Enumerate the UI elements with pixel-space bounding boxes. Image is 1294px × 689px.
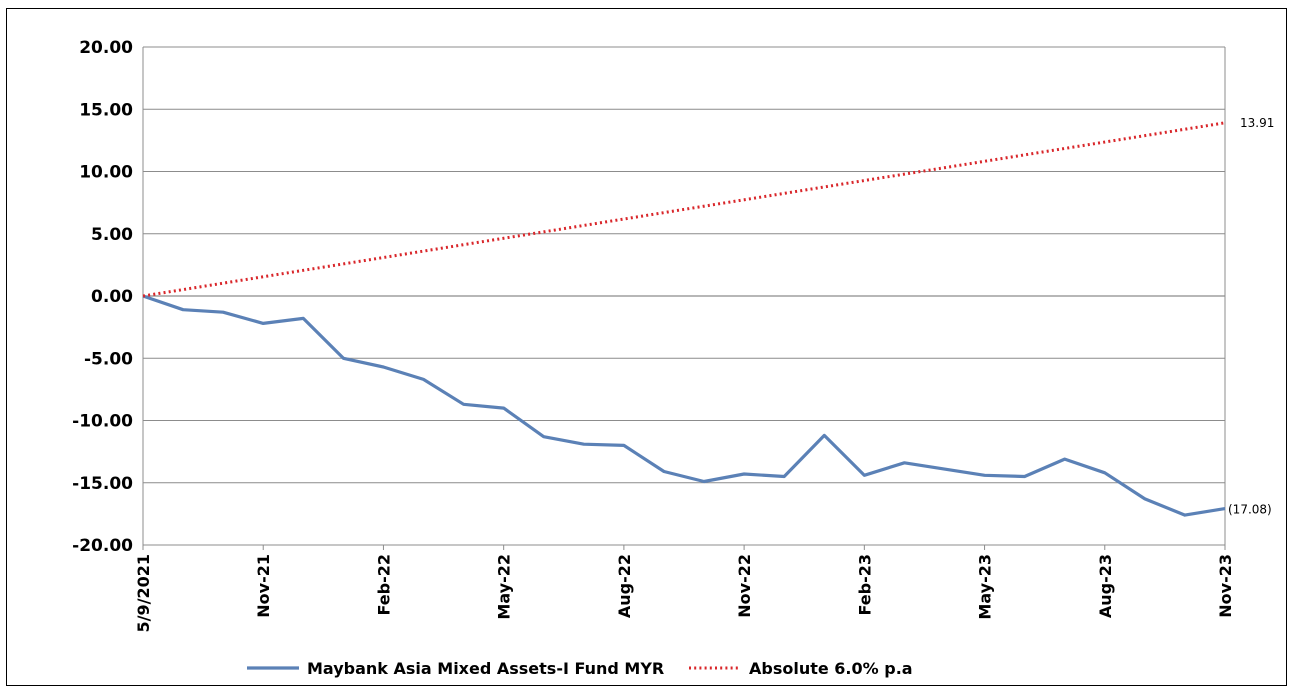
series-line (142, 121, 1226, 298)
x-tick-label: Nov-22 (735, 554, 754, 618)
x-tick-label: Aug-22 (615, 554, 634, 618)
series-layer (142, 121, 1226, 517)
y-tick-label: 15.00 (79, 100, 133, 120)
y-tick-label: 10.00 (79, 163, 133, 183)
end-labels: (17.08) 13.91 (1228, 116, 1274, 517)
x-tick-label: May-23 (976, 554, 995, 620)
series-end-label: (17.08) (1228, 503, 1272, 517)
y-axis-ticks: 20.00 15.00 10.00 5.00 0.00 -5.00 -10.00 -15.00… (72, 38, 133, 556)
axes (142, 47, 1226, 545)
y-tick-label: 5.00 (91, 225, 133, 245)
x-tick-label: Aug-23 (1096, 554, 1115, 618)
x-tick-label: Feb-23 (855, 554, 874, 616)
series-end-label: 13.91 (1240, 116, 1274, 130)
legend: Maybank Asia Mixed Assets-I Fund MYR Abso… (247, 659, 913, 678)
series-line (142, 294, 1226, 517)
x-tick-label: May-22 (495, 554, 514, 620)
y-tick-label: -5.00 (84, 349, 133, 369)
y-tick-label: 0.00 (91, 287, 133, 307)
y-tick-label: -10.00 (72, 412, 133, 432)
x-tick-label: Nov-23 (1216, 554, 1235, 618)
gridlines (143, 46, 1225, 546)
y-tick-label: 20.00 (79, 38, 133, 58)
x-tick-label: Nov-21 (254, 554, 273, 618)
legend-label: Maybank Asia Mixed Assets-I Fund MYR (307, 659, 664, 678)
x-tick-label: 5/9/2021 (134, 554, 153, 632)
legend-label: Absolute 6.0% p.a (749, 659, 913, 678)
y-tick-label: -15.00 (72, 474, 133, 494)
chart-frame (6, 8, 1287, 686)
x-axis-ticks: 5/9/2021 Nov-21 Feb-22 May-22 Aug-22 Nov-22 Fe… (134, 545, 1235, 632)
y-tick-label: -20.00 (72, 536, 133, 556)
x-tick-label: Feb-22 (374, 554, 393, 616)
